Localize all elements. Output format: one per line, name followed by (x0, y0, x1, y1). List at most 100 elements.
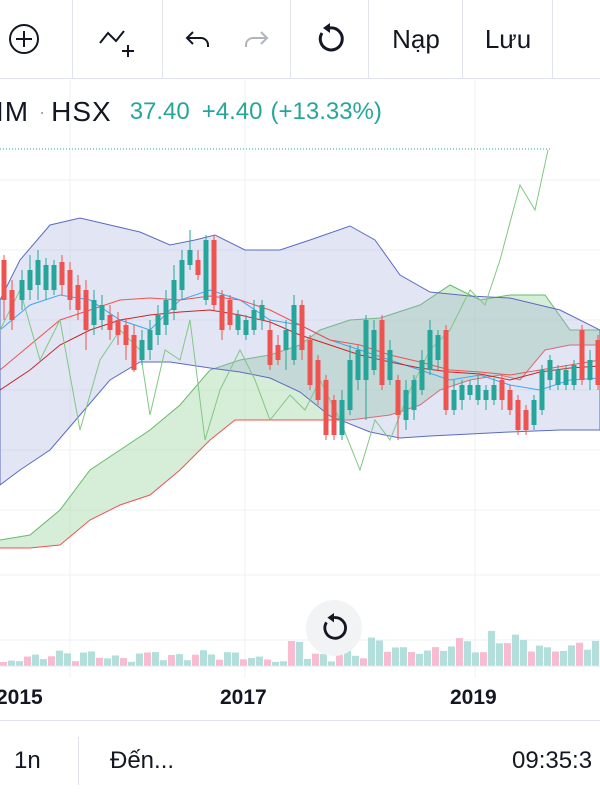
load-button[interactable]: Nạp (370, 0, 462, 78)
candle-body (2, 260, 7, 300)
redo-icon (241, 24, 271, 54)
volume-bar (592, 641, 599, 666)
candle-body (396, 380, 401, 415)
volume-bar (80, 653, 87, 666)
redo-button[interactable] (234, 0, 278, 78)
separator-dot: · (39, 102, 45, 123)
candle-body (28, 270, 33, 290)
candle-body (180, 260, 185, 290)
candle-body (292, 305, 297, 360)
candle-body (420, 360, 425, 390)
candle-body (276, 345, 281, 360)
volume-bar (72, 661, 79, 666)
volume-bar (456, 638, 463, 666)
candle-body (444, 330, 449, 410)
candle-body (548, 360, 553, 380)
candle-body (140, 340, 145, 360)
reset-button[interactable] (292, 0, 368, 78)
volume-bar (48, 656, 55, 666)
candle-body (524, 410, 529, 430)
volume-bar (304, 659, 311, 666)
candle-body (436, 335, 441, 360)
volume-bar (504, 643, 511, 666)
candle-body (44, 265, 49, 290)
volume-bar (416, 654, 423, 666)
candle-body (220, 295, 225, 330)
undo-icon (183, 24, 213, 54)
undo-button[interactable] (176, 0, 220, 78)
reset-icon (313, 22, 347, 56)
candle-body (572, 365, 577, 385)
volume-bar (216, 660, 223, 666)
bottom-bar: 1n Đến... 09:35:3 (0, 720, 600, 801)
x-axis-label-2019: 2019 (450, 686, 497, 710)
volume-bar (288, 641, 295, 666)
reset-chart-button[interactable] (306, 600, 362, 656)
volume-bar (256, 657, 263, 666)
volume-bar (64, 653, 71, 666)
candle-body (260, 305, 265, 320)
volume-bar (584, 650, 591, 666)
volume-bar (408, 652, 415, 666)
goto-date-button[interactable]: Đến... (110, 721, 174, 801)
candle-body (500, 380, 505, 400)
candle-body (228, 300, 233, 325)
candle-body (492, 385, 497, 400)
symbol-header[interactable]: IM · HSX 37.40 +4.40 (+13.33%) (0, 88, 600, 136)
volume-bar (328, 661, 335, 666)
volume-bar (152, 652, 159, 666)
candle-body (236, 315, 241, 330)
plus-circle-icon (7, 22, 41, 56)
candle-body (460, 385, 465, 400)
candle-body (484, 390, 489, 400)
candle-body (108, 315, 113, 330)
exchange-name: HSX (51, 96, 112, 128)
candle-body (10, 290, 15, 320)
price-chart[interactable] (0, 78, 600, 678)
candle-body (252, 310, 257, 330)
candle-body (596, 340, 600, 385)
volume-bar (120, 658, 127, 666)
volume-bar (432, 647, 439, 666)
volume-bar (296, 642, 303, 666)
candle-body (532, 400, 537, 425)
candle-body (508, 390, 513, 410)
interval-button[interactable]: 1n (14, 721, 41, 801)
volume-bar (440, 651, 447, 666)
candle-body (476, 385, 481, 400)
volume-bar (392, 647, 399, 666)
save-button[interactable]: Lưu (464, 0, 552, 78)
candle-body (84, 290, 89, 330)
indicator-plus-icon (94, 19, 142, 59)
bollinger-bands (0, 218, 600, 485)
volume-bar (488, 631, 495, 666)
x-axis-label-2017: 2017 (220, 686, 267, 710)
volume-bar (320, 654, 327, 666)
candle-body (428, 330, 433, 370)
volume-group (0, 631, 599, 666)
candle-body (324, 380, 329, 435)
candle-body (196, 260, 201, 275)
candle-body (540, 370, 545, 410)
candle-body (380, 320, 385, 385)
candle-body (564, 370, 569, 385)
volume-bar (208, 654, 215, 666)
candle-body (172, 280, 177, 310)
candle-body (132, 335, 137, 370)
add-button[interactable] (0, 0, 48, 78)
indicator-button[interactable] (76, 0, 160, 78)
toolbar: Nạp Lưu (0, 0, 600, 79)
volume-bar (248, 658, 255, 666)
candle-body (372, 330, 377, 370)
candle-body (60, 262, 65, 285)
candle-body (268, 330, 273, 365)
volume-bar (168, 655, 175, 666)
reset-icon (318, 612, 350, 644)
candle-body (316, 360, 321, 400)
candle-body (212, 240, 217, 305)
candle-body (148, 330, 153, 350)
candle-body (20, 280, 25, 300)
volume-bar (280, 661, 287, 666)
volume-bar (512, 635, 519, 666)
volume-bar (272, 662, 279, 666)
